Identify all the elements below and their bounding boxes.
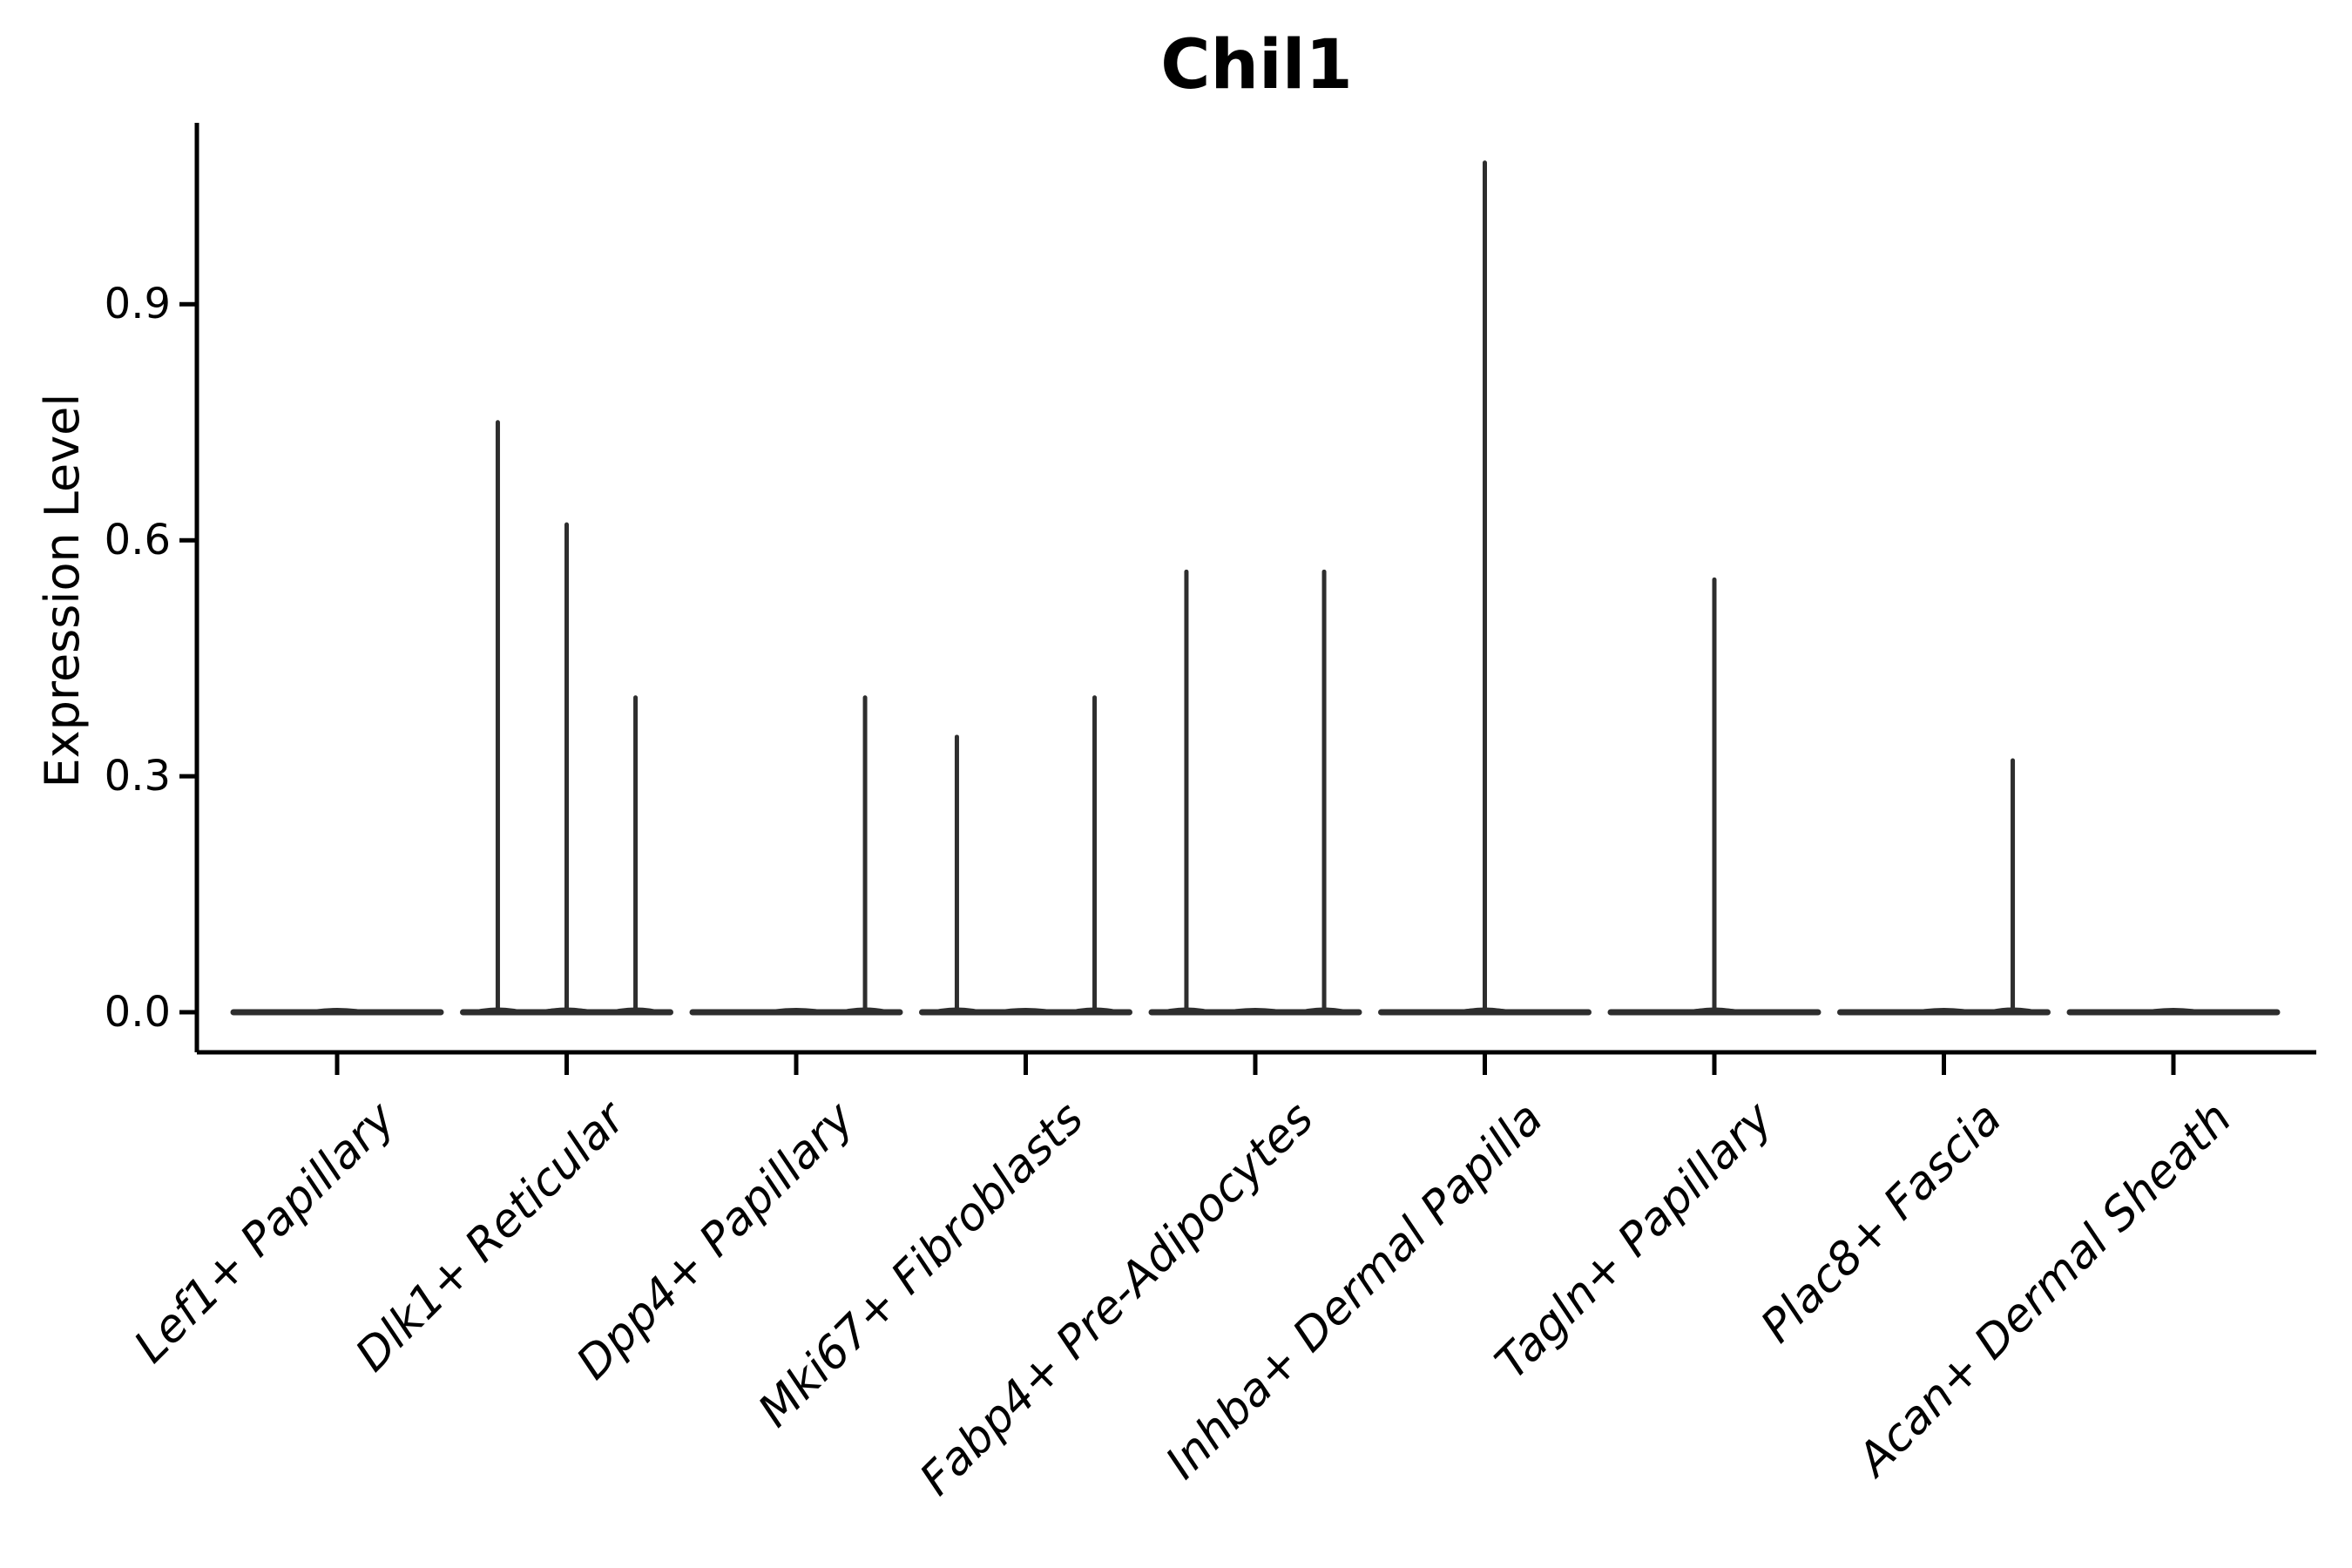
- y-tick-label: 0.0: [104, 988, 171, 1037]
- y-tick-label: 0.6: [104, 516, 171, 565]
- violin-center-bump: [299, 1008, 375, 1012]
- violin-center-bump: [987, 1008, 1064, 1012]
- y-tick-label: 0.9: [104, 280, 171, 329]
- plot-title: Chil1: [1160, 26, 1353, 105]
- violin-center-bump: [758, 1008, 835, 1012]
- violin-center-bump: [1217, 1008, 1294, 1012]
- violin-center-bump: [1905, 1008, 1983, 1012]
- violin-center-bump: [2135, 1008, 2212, 1012]
- y-tick-label: 0.3: [104, 752, 171, 801]
